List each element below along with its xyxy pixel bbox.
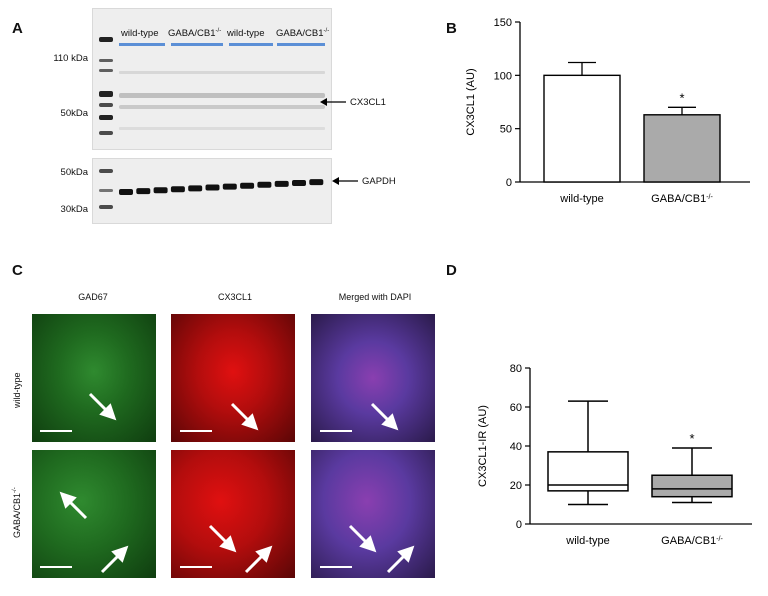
col-title-gad67: GAD67 [78,292,108,302]
gapdh-band [309,179,324,186]
scale-bar [40,430,72,432]
mw-110: 110 kDa [53,53,88,64]
gapdh-band [205,184,220,191]
mw-30: 30kDa [60,204,88,215]
x-tick-label-0: wild-type [559,193,603,205]
y-tick-label: 40 [510,441,522,453]
micrograph-gad67-knockout [32,450,156,578]
panel-letter-b: B [446,20,457,37]
y-tick-label: 20 [510,480,522,492]
col-title-cx3cl1: CX3CL1 [217,292,253,302]
lane-label-3: wild-type [227,28,265,39]
bar-chart: 0 50 100 150 CX3CL1 (AU) wild-type * GABA/CB1-/… [465,17,750,205]
gapdh-band [222,183,237,190]
bar-1 [643,114,721,183]
band-label-gapdh: GAPDH [362,176,396,187]
significance-marker-1: * [679,90,684,105]
lane-label-1: wild-type [121,28,159,39]
scale-bar [180,430,212,432]
gapdh-band [188,185,203,192]
gapdh-band [274,180,289,187]
arrow-gapdh-icon [332,177,358,185]
mw-50-lower: 50kDa [60,167,88,178]
lane-label-2: GABA/CB1-/- [168,28,222,40]
box-plot-chart: 0 20 40 60 80 CX3CL1-IR (AU) wild-type * GABA/CB… [477,363,752,547]
gapdh-band [240,182,255,189]
x-tick-label-1: GABA/CB1-/- [651,193,713,205]
mw-50-upper: 50kDa [60,108,88,119]
row-label-gaba-cb1: GABA/CB1-/- [12,487,22,538]
x-tick-label-0: wild-type [565,535,609,547]
y-tick-label: 50 [500,124,512,136]
scale-bar [320,430,352,432]
micrograph-cx3cl1-wildtype [171,314,295,442]
y-tick-label: 80 [510,363,522,375]
box-1 [651,474,733,498]
panel-letter-d: D [446,262,457,279]
panel-letter-c: C [12,262,23,279]
lane-label-4: GABA/CB1-/- [276,28,330,40]
band-label-cx3cl1: CX3CL1 [350,97,386,108]
panel-letter-a: A [12,20,23,37]
micrograph-cx3cl1-knockout [171,450,295,578]
micrograph-merged-wildtype [311,314,435,442]
scale-bar [40,566,72,568]
x-tick-label-1: GABA/CB1-/- [661,535,723,547]
micrograph-gad67-wildtype [32,314,156,442]
arrow-cx3cl1-icon [320,98,346,106]
gapdh-band [170,186,185,193]
gapdh-band [292,180,306,186]
significance-marker-1: * [689,431,694,446]
y-tick-label: 100 [494,70,512,82]
gapdh-band [136,188,151,195]
gapdh-band [153,187,168,194]
micrograph-merged-knockout [311,450,435,578]
gapdh-band [119,189,133,195]
y-tick-label: 0 [506,177,512,189]
blot-upper-membrane [92,8,332,150]
scale-bar [320,566,352,568]
col-title-merged: Merged with DAPI [338,292,412,302]
row-label-wildtype: wild-type [12,372,22,408]
y-tick-label: 0 [516,519,522,531]
y-axis-label: CX3CL1-IR (AU) [477,405,489,487]
bar-0 [543,74,621,183]
blot-lower-membrane [92,158,332,224]
scale-bar [180,566,212,568]
y-tick-label: 60 [510,402,522,414]
y-axis-label: CX3CL1 (AU) [465,68,477,135]
gapdh-band [257,181,272,188]
y-tick-label: 150 [494,17,512,29]
